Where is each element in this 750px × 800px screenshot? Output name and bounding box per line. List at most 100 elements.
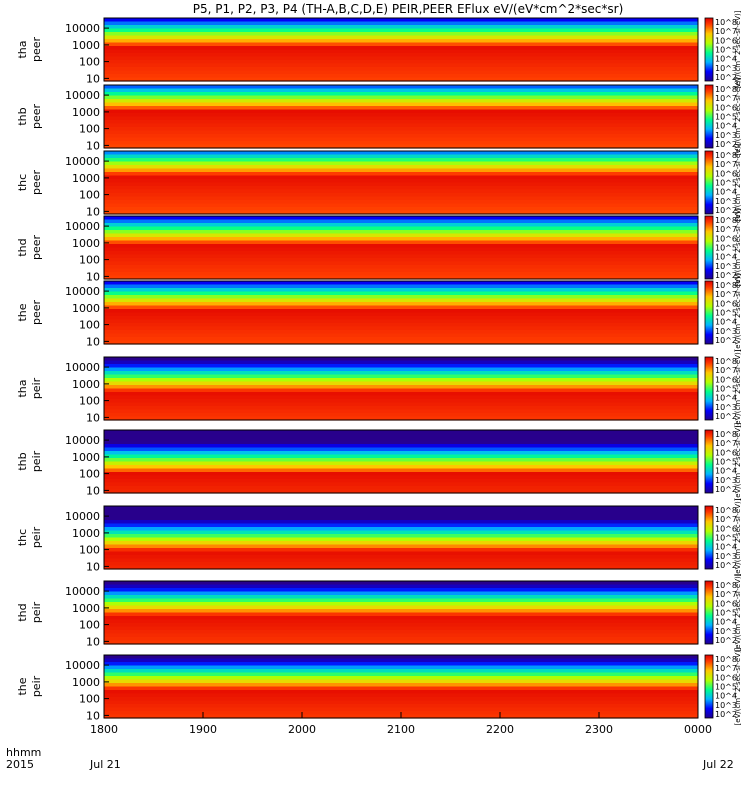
y-tick-label: 10 [86, 205, 100, 218]
panel-ylabel-probe: tha [16, 40, 29, 58]
y-tick-label: 10000 [65, 22, 100, 35]
spectrogram-band [104, 665, 698, 670]
colorbar-tick-label: 10^6 [715, 524, 737, 533]
spectrogram-band [104, 106, 698, 111]
panel-ylabel-probe: the [16, 303, 29, 321]
spectrogram-band [104, 626, 698, 631]
colorbar-unit-label: [eV/(cm^2-sec-sr-eV)] [734, 573, 742, 651]
colorbar-tick-label: 10^3 [715, 552, 737, 561]
y-tick-label: 10000 [65, 220, 100, 233]
spectrogram-band [104, 527, 698, 532]
colorbar-tick-label: 10^6 [715, 599, 737, 608]
spectrogram-band [104, 662, 698, 667]
y-tick-label: 10 [86, 635, 100, 648]
x-tick-label: 2100 [387, 723, 415, 736]
colorbar-tick-label: 10^2 [715, 485, 737, 494]
spectrogram-band [104, 472, 698, 477]
spectrogram-band [104, 60, 698, 65]
spectrogram-band [104, 461, 698, 466]
spectrogram-band [104, 465, 698, 470]
spectrogram-band [104, 595, 698, 600]
colorbar-unit-label: [eV/(cm^2-sec-sr-eV)] [734, 143, 742, 221]
spectrogram-band [104, 240, 698, 245]
spectrogram-band [104, 340, 698, 345]
colorbar-unit-label: [eV/(cm^2-sec-sr-eV)] [734, 349, 742, 427]
spectrogram-band [104, 333, 698, 338]
spectrogram-band [104, 683, 698, 688]
spectrogram-band [104, 288, 698, 293]
spectrogram-band [104, 381, 698, 386]
colorbar-tick-label: 10^3 [715, 627, 737, 636]
colorbar-tick-label: 10^8 [715, 506, 737, 515]
spectrogram-band [104, 203, 698, 208]
panel-frame [103, 429, 699, 494]
spectrogram-band [104, 92, 698, 97]
spectrogram-band [104, 258, 698, 263]
colorbar-tick-label: 10^7 [715, 515, 737, 524]
spectrogram-band [104, 21, 698, 26]
panel-ylabel-product: peir [30, 601, 43, 623]
colorbar-tick-label: 10^2 [715, 140, 737, 149]
spectrogram-band [104, 144, 698, 149]
spectrogram-band [104, 395, 698, 400]
x-label-hhmm: hhmm [6, 746, 41, 759]
y-tick-label: 10000 [65, 434, 100, 447]
colorbar [704, 150, 714, 215]
spectrogram-band [104, 433, 698, 438]
spectrogram-band [104, 120, 698, 125]
spectrogram-band [104, 56, 698, 61]
y-tick-label: 100 [79, 189, 100, 202]
colorbar-tick-label: 10^6 [715, 448, 737, 457]
spectrogram-band [104, 130, 698, 135]
colorbar-unit-label: [eV/(cm^2-sec-sr-eV)] [734, 647, 742, 725]
y-tick-label: 10 [86, 139, 100, 152]
spectrogram-band [104, 371, 698, 376]
panel-ylabel-probe: thb [16, 452, 29, 470]
panel-ylabel-product: peir [30, 450, 43, 472]
spectrogram-band [104, 284, 698, 289]
spectrogram-band [104, 127, 698, 132]
spectrogram-band [104, 42, 698, 47]
spectrogram-band [104, 161, 698, 166]
spectrogram-band [104, 295, 698, 300]
colorbar-unit-label: [eV/(cm^2-sec-sr-eV)] [734, 273, 742, 351]
colorbar-tick-label: 10^6 [715, 299, 737, 308]
spectrogram-band [104, 523, 698, 528]
spectrogram-band [104, 409, 698, 414]
spectrogram-band [104, 134, 698, 139]
colorbar-tick-label: 10^5 [715, 609, 737, 618]
figure-title: P5, P1, P2, P3, P4 (TH-A,B,C,D,E) PEIR,P… [193, 2, 624, 16]
spectrogram-band [104, 186, 698, 191]
colorbar [704, 429, 714, 494]
colorbar-tick-label: 10^5 [715, 458, 737, 467]
panel-ylabel-probe: thc [16, 529, 29, 546]
colorbar-tick-label: 10^3 [715, 327, 737, 336]
spectrogram-band [104, 367, 698, 372]
y-tick-label: 100 [79, 395, 100, 408]
spectrogram-band [104, 18, 698, 23]
colorbar-tick-label: 10^3 [715, 701, 737, 710]
y-tick-label: 10000 [65, 510, 100, 523]
spectrogram-band [104, 530, 698, 535]
spectrogram-band [104, 612, 698, 617]
colorbar [704, 215, 714, 280]
spectrogram-band [104, 46, 698, 51]
colorbar [704, 654, 714, 719]
colorbar [704, 580, 714, 645]
colorbar-tick-label: 10^7 [715, 590, 737, 599]
spectrogram-band [104, 319, 698, 324]
spectrogram-band [104, 216, 698, 221]
y-tick-label: 1000 [72, 527, 100, 540]
colorbar-tick-label: 10^5 [715, 46, 737, 55]
spectrogram-band [104, 588, 698, 593]
spectrogram-band [104, 244, 698, 249]
panel-ylabel-probe: thd [16, 603, 29, 621]
spectrogram-band [104, 305, 698, 310]
spectrogram-band [104, 640, 698, 645]
colorbar [704, 505, 714, 570]
spectrogram-band [104, 385, 698, 390]
spectrogram-band [104, 28, 698, 33]
colorbar [704, 280, 714, 345]
y-tick-label: 10 [86, 335, 100, 348]
